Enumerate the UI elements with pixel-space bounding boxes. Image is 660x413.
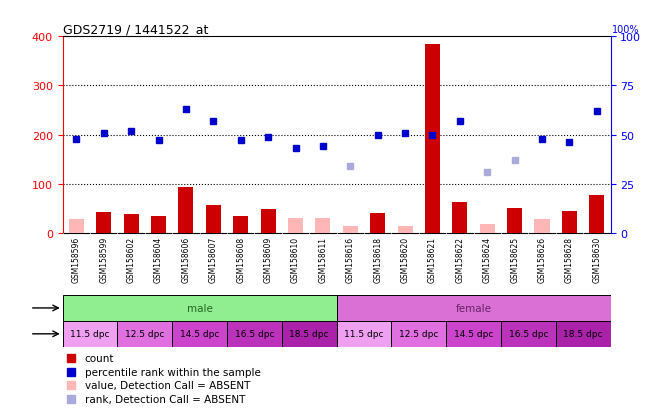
Bar [172,321,227,347]
Bar [69,220,84,233]
Bar [535,220,550,233]
Text: percentile rank within the sample: percentile rank within the sample [84,367,261,377]
Bar [556,321,611,347]
Bar [96,213,112,233]
Text: GDS2719 / 1441522_at: GDS2719 / 1441522_at [63,23,208,36]
Text: GSM158618: GSM158618 [373,236,382,282]
Text: 14.5 dpc: 14.5 dpc [454,330,493,339]
Text: 12.5 dpc: 12.5 dpc [125,330,164,339]
Text: GSM158626: GSM158626 [537,236,546,282]
Text: 16.5 dpc: 16.5 dpc [509,330,548,339]
Text: 12.5 dpc: 12.5 dpc [399,330,438,339]
Text: 18.5 dpc: 18.5 dpc [290,330,329,339]
Text: 14.5 dpc: 14.5 dpc [180,330,219,339]
Bar [370,214,385,233]
Bar [233,216,248,233]
Bar [63,321,117,347]
Bar [123,215,139,233]
Bar [452,203,467,233]
Bar [337,295,610,321]
Text: rank, Detection Call = ABSENT: rank, Detection Call = ABSENT [84,394,245,404]
Bar [425,45,440,233]
Text: female: female [455,303,492,313]
Text: GSM158609: GSM158609 [263,236,273,282]
Text: GSM158624: GSM158624 [482,236,492,282]
Text: 11.5 dpc: 11.5 dpc [345,330,383,339]
Bar [261,210,276,233]
Bar [501,321,556,347]
Bar [117,321,172,347]
Bar [315,218,331,233]
Text: 11.5 dpc: 11.5 dpc [71,330,110,339]
Text: GSM158599: GSM158599 [99,236,108,282]
Bar [337,321,391,347]
Bar [151,216,166,233]
Text: GSM158596: GSM158596 [72,236,81,282]
Bar [589,195,605,233]
Text: male: male [187,303,213,313]
Text: 18.5 dpc: 18.5 dpc [564,330,603,339]
Text: GSM158630: GSM158630 [592,236,601,282]
Text: 100%: 100% [612,25,640,35]
Bar [446,321,501,347]
Text: GSM158625: GSM158625 [510,236,519,282]
Text: GSM158620: GSM158620 [401,236,410,282]
Bar [391,321,446,347]
Text: GSM158606: GSM158606 [182,236,191,282]
Bar [206,205,221,233]
Text: GSM158604: GSM158604 [154,236,163,282]
Text: GSM158611: GSM158611 [318,236,327,282]
Bar [282,321,337,347]
Text: count: count [84,353,114,363]
Bar [178,188,193,233]
Bar [343,226,358,233]
Bar [288,218,303,233]
Text: GSM158622: GSM158622 [455,236,465,282]
Text: GSM158607: GSM158607 [209,236,218,282]
Text: GSM158616: GSM158616 [346,236,355,282]
Bar [227,321,282,347]
Text: GSM158608: GSM158608 [236,236,246,282]
Text: 16.5 dpc: 16.5 dpc [235,330,274,339]
Bar [63,295,337,321]
Text: GSM158602: GSM158602 [127,236,136,282]
Bar [507,209,522,233]
Text: GSM158628: GSM158628 [565,236,574,282]
Text: GSM158621: GSM158621 [428,236,437,282]
Bar [562,211,577,233]
Text: GSM158610: GSM158610 [291,236,300,282]
Bar [397,226,412,233]
Text: value, Detection Call = ABSENT: value, Detection Call = ABSENT [84,380,250,390]
Bar [480,225,495,233]
